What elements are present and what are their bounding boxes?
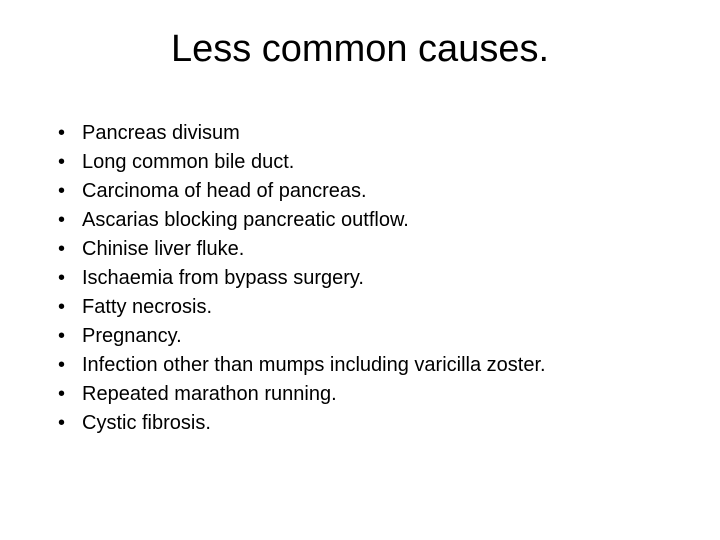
list-item: • Chinise liver fluke. xyxy=(54,235,720,264)
list-item: • Ischaemia from bypass surgery. xyxy=(54,264,720,293)
list-item: • Ascarias blocking pancreatic outflow. xyxy=(54,206,720,235)
bullet-text: Infection other than mumps including var… xyxy=(82,351,720,380)
list-item: • Fatty necrosis. xyxy=(54,293,720,322)
bullet-text: Pancreas divisum xyxy=(82,119,720,148)
list-item: • Carcinoma of head of pancreas. xyxy=(54,177,720,206)
list-item: • Repeated marathon running. xyxy=(54,380,720,409)
bullet-icon: • xyxy=(54,409,82,438)
bullet-text: Pregnancy. xyxy=(82,322,720,351)
bullet-icon: • xyxy=(54,148,82,177)
bullet-text: Fatty necrosis. xyxy=(82,293,720,322)
bullet-list: • Pancreas divisum • Long common bile du… xyxy=(0,119,720,438)
list-item: • Pregnancy. xyxy=(54,322,720,351)
list-item: • Long common bile duct. xyxy=(54,148,720,177)
bullet-text: Long common bile duct. xyxy=(82,148,720,177)
list-item: • Infection other than mumps including v… xyxy=(54,351,720,380)
bullet-text: Ischaemia from bypass surgery. xyxy=(82,264,720,293)
bullet-icon: • xyxy=(54,177,82,206)
bullet-icon: • xyxy=(54,206,82,235)
slide-title: Less common causes. xyxy=(0,28,720,71)
bullet-icon: • xyxy=(54,119,82,148)
bullet-text: Chinise liver fluke. xyxy=(82,235,720,264)
list-item: • Pancreas divisum xyxy=(54,119,720,148)
bullet-icon: • xyxy=(54,264,82,293)
bullet-text: Repeated marathon running. xyxy=(82,380,720,409)
bullet-text: Carcinoma of head of pancreas. xyxy=(82,177,720,206)
bullet-icon: • xyxy=(54,380,82,409)
bullet-icon: • xyxy=(54,351,82,380)
bullet-icon: • xyxy=(54,293,82,322)
list-item: • Cystic fibrosis. xyxy=(54,409,720,438)
bullet-icon: • xyxy=(54,235,82,264)
bullet-text: Cystic fibrosis. xyxy=(82,409,720,438)
bullet-text: Ascarias blocking pancreatic outflow. xyxy=(82,206,720,235)
slide-container: Less common causes. • Pancreas divisum •… xyxy=(0,0,720,540)
bullet-icon: • xyxy=(54,322,82,351)
